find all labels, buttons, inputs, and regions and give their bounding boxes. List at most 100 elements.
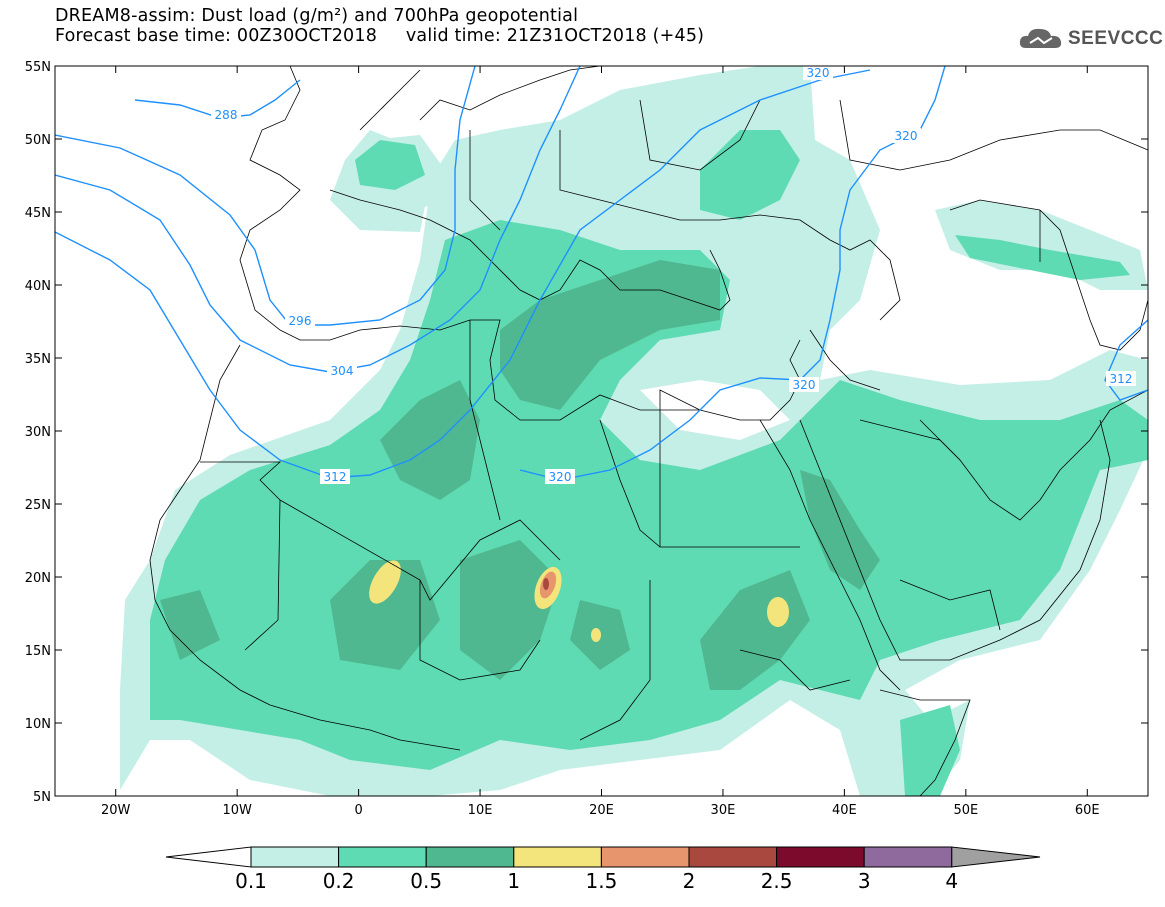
- coastline: [919, 389, 1148, 521]
- coastline: [879, 689, 971, 796]
- geopotential-contour-line: [55, 69, 871, 479]
- lon-label: 10E: [468, 803, 493, 818]
- contour-label: 296: [289, 314, 312, 328]
- map-title: DREAM8-assim: Dust load (g/m²) and 700hP…: [55, 6, 579, 26]
- dust-contour-1: [369, 560, 401, 604]
- longitude-axis: 20W 10W 0 10E 20E 30E 40E 50E 60E: [101, 66, 1100, 818]
- contour-label: 304: [331, 364, 354, 378]
- colorbar-swatch: [338, 846, 427, 868]
- dust-contour-0.5: [500, 260, 720, 410]
- colorbar-swatch: [688, 846, 778, 868]
- border: [599, 419, 800, 548]
- geopotential-contour-labels: 288 296 304 312 320 320 320 320 312: [211, 65, 1136, 484]
- dust-contour-0.5: [460, 540, 560, 680]
- colorbar: 0.1 0.2 0.5 1 1.5 2 2.5 3 4: [165, 846, 1041, 893]
- border: [809, 329, 881, 391]
- lon-label: 10W: [222, 803, 252, 818]
- latitude-axis: 5N 10N 15N 20N 25N 30N 35N 40N 45N 50N 55N: [25, 60, 1148, 805]
- border: [469, 130, 501, 231]
- border: [899, 579, 1001, 631]
- colorbar-under-triangle: [165, 846, 252, 868]
- colorbar-over-triangle: [951, 846, 1041, 868]
- colorbar-label: 0.5: [410, 869, 442, 893]
- dust-contour-0.2-caspian: [955, 235, 1130, 280]
- geopotential-contours: [55, 66, 1148, 481]
- border: [659, 389, 701, 547]
- coastline: [359, 69, 421, 131]
- geopotential-contour-line: [1104, 319, 1148, 401]
- dust-contour-0.5: [330, 560, 440, 670]
- lon-label: 20W: [101, 803, 131, 818]
- coastline: [149, 344, 461, 751]
- colorbar-label: 4: [945, 869, 958, 893]
- contour-label: 288: [215, 108, 238, 122]
- colorbar-label: 3: [858, 869, 871, 893]
- colorbar-swatch: [425, 846, 515, 868]
- colorbar-swatch: [513, 846, 602, 868]
- lon-label: 60E: [1075, 803, 1100, 818]
- dust-contour-1: [767, 597, 789, 627]
- map-subtitle: Forecast base time: 00Z30OCT2018 valid t…: [55, 26, 705, 46]
- contour-label: 312: [1110, 372, 1133, 386]
- contour-label: 320: [807, 66, 830, 80]
- lat-label: 35N: [25, 352, 51, 367]
- dust-contour-0.2-horn: [900, 705, 960, 796]
- border: [559, 130, 601, 201]
- contour-label-bg: [891, 128, 921, 143]
- colorbar-label: 1.5: [585, 869, 617, 893]
- contour-label: 320: [793, 378, 816, 392]
- colorbar-swatch: [776, 846, 865, 868]
- colorbar-label: 0.2: [323, 869, 355, 893]
- contour-label-bg: [545, 469, 575, 484]
- dust-contour-1: [591, 628, 601, 642]
- coastline: [799, 419, 1111, 661]
- colorbar-label: 1: [507, 869, 520, 893]
- dust-contour-0.5: [800, 470, 880, 590]
- contour-label-bg: [1106, 371, 1136, 386]
- lon-label: 0: [354, 803, 362, 818]
- border: [469, 320, 501, 521]
- contour-label: 312: [324, 470, 347, 484]
- lat-label: 20N: [25, 571, 51, 586]
- contour-label-bg: [285, 313, 315, 328]
- lon-label: 20E: [589, 803, 614, 818]
- geopotential-contour-line: [519, 66, 946, 481]
- lat-label: 55N: [25, 60, 51, 75]
- seevccc-logo: SEEVCCC: [1018, 26, 1163, 52]
- contour-label-bg: [789, 377, 819, 392]
- coastline: [329, 189, 731, 311]
- cloud-icon: [1019, 28, 1062, 48]
- dust-contour-0.5: [380, 380, 480, 500]
- coastline: [599, 199, 901, 321]
- border: [579, 580, 651, 741]
- contour-label-bg: [211, 107, 241, 122]
- colorbar-swatch: [863, 846, 953, 868]
- coastline: [239, 66, 801, 421]
- geopotential-contour-line: [55, 66, 581, 373]
- coastline: [949, 199, 1041, 211]
- lat-label: 25N: [25, 498, 51, 513]
- colorbar-swatch: [250, 846, 340, 868]
- geopotential-contour-line: [55, 66, 476, 326]
- dust-contour-0.5: [160, 590, 220, 660]
- contour-label: 320: [549, 470, 572, 484]
- lat-label: 45N: [25, 206, 51, 221]
- border: [739, 649, 851, 691]
- lon-label: 30E: [711, 803, 736, 818]
- contour-label-bg: [327, 363, 357, 378]
- coastline: [759, 419, 901, 691]
- dust-contour-0.2-iberia: [355, 140, 425, 190]
- colorbar-label: 2: [683, 869, 696, 893]
- lat-label: 5N: [33, 790, 51, 805]
- lat-label: 50N: [25, 133, 51, 148]
- coastline: [1039, 209, 1148, 351]
- border: [859, 419, 961, 461]
- colorbar-swatch: [600, 846, 690, 868]
- border: [200, 461, 282, 651]
- colorbar-label: 2.5: [761, 869, 793, 893]
- logo-text: SEEVCCC: [1068, 28, 1164, 49]
- border: [419, 580, 541, 681]
- contour-label: 320: [895, 129, 918, 143]
- contour-label-bg: [320, 469, 350, 484]
